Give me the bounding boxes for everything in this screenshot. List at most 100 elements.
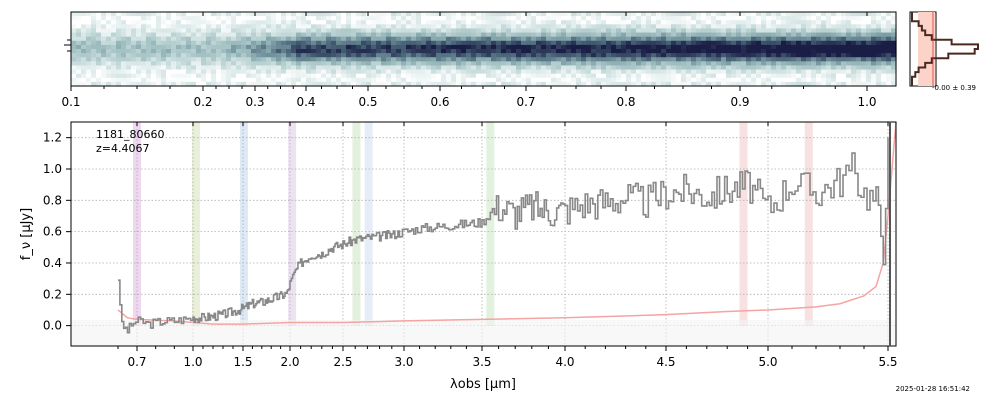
heatmap-cell	[521, 61, 527, 67]
heatmap-cell	[141, 16, 147, 21]
heatmap-cell	[426, 49, 432, 54]
heatmap-cell	[286, 24, 292, 30]
heatmap-cell	[576, 69, 582, 75]
heatmap-cell	[361, 57, 367, 62]
heatmap-cell	[601, 12, 607, 17]
heatmap-cell	[641, 28, 647, 34]
heatmap-cell	[406, 77, 412, 83]
heatmap-cell	[756, 40, 762, 46]
heatmap-cell	[181, 65, 187, 71]
heatmap-cell	[271, 61, 277, 67]
heatmap-cell	[681, 36, 687, 42]
heatmap-cell	[526, 44, 532, 50]
heatmap-cell	[691, 73, 697, 79]
heatmap-cell	[686, 57, 692, 62]
heatmap-cell	[851, 32, 857, 38]
heatmap-cell	[91, 61, 97, 67]
heatmap-cell	[366, 40, 372, 46]
heatmap-cell	[766, 77, 772, 83]
heatmap-cell	[581, 61, 587, 67]
heatmap-cell	[81, 77, 87, 83]
heatmap-cell	[841, 44, 847, 50]
heatmap-cell	[641, 44, 647, 50]
heatmap-cell	[596, 53, 602, 58]
heatmap-cell	[516, 53, 522, 58]
heatmap-cell	[741, 53, 747, 58]
heatmap-cell	[846, 77, 852, 83]
heatmap-cell	[101, 20, 107, 25]
heatmap-cell	[196, 36, 202, 42]
heatmap-cell	[651, 16, 657, 21]
heatmap-cell	[96, 20, 102, 25]
heatmap-cell	[341, 12, 347, 17]
heatmap-cell	[136, 73, 142, 79]
heatmap-cell	[611, 73, 617, 79]
heatmap-cell	[746, 77, 752, 83]
heatmap-cell	[886, 20, 892, 25]
heatmap-cell	[491, 49, 497, 54]
heatmap-cell	[351, 53, 357, 58]
heatmap-cell	[556, 57, 562, 62]
heatmap-cell	[441, 73, 447, 79]
heatmap-cell	[711, 81, 717, 87]
heatmap-cell	[831, 28, 837, 34]
heatmap-cell	[556, 40, 562, 46]
heatmap-cell	[106, 73, 112, 79]
heatmap-cell	[576, 65, 582, 71]
heatmap-cell	[376, 28, 382, 34]
heatmap-cell	[876, 32, 882, 38]
heatmap-cell	[556, 44, 562, 50]
heatmap-cell	[116, 44, 122, 50]
heatmap-cell	[771, 61, 777, 67]
heatmap-cell	[631, 28, 637, 34]
heatmap-cell	[151, 24, 157, 30]
heatmap-cell	[511, 57, 517, 62]
heatmap-cell	[526, 73, 532, 79]
heatmap-cell	[416, 44, 422, 50]
heatmap-cell	[321, 49, 327, 54]
heatmap-cell	[701, 44, 707, 50]
heatmap-cell	[401, 20, 407, 25]
heatmap-cell	[601, 49, 607, 54]
heatmap-cell	[716, 28, 722, 34]
heatmap-cell	[596, 40, 602, 46]
y-tick-label: 0.2	[43, 287, 62, 301]
heatmap-cell	[796, 77, 802, 83]
heatmap-cell	[786, 12, 792, 17]
heatmap-cell	[391, 77, 397, 83]
heatmap-cell	[726, 12, 732, 17]
heatmap-cell	[546, 49, 552, 54]
heatmap-cell	[561, 24, 567, 30]
heatmap-cell	[641, 40, 647, 46]
heatmap-cell	[481, 77, 487, 83]
y-tick-label: 1.2	[43, 131, 62, 145]
heatmap-cell	[296, 49, 302, 54]
heatmap-cell	[586, 40, 592, 46]
heatmap-cell	[636, 53, 642, 58]
heatmap-cell	[491, 77, 497, 83]
heatmap-cell	[356, 73, 362, 79]
heatmap-cell	[91, 53, 97, 58]
heatmap-cell	[656, 16, 662, 21]
heatmap-cell	[421, 61, 427, 67]
heatmap-cell	[886, 44, 892, 50]
y-tick-label: 0.8	[43, 193, 62, 207]
heatmap-cell	[551, 73, 557, 79]
heatmap-cell	[361, 81, 367, 87]
heatmap-cell	[251, 28, 257, 34]
heatmap-cell	[336, 20, 342, 25]
heatmap-cell	[701, 16, 707, 21]
heatmap-cell	[516, 16, 522, 21]
heatmap-cell	[536, 36, 542, 42]
heatmap-cell	[136, 40, 142, 46]
heatmap-cell	[331, 16, 337, 21]
heatmap-cell	[746, 69, 752, 75]
heatmap-cell	[326, 69, 332, 75]
heatmap-cell	[561, 61, 567, 67]
heatmap-cell	[696, 57, 702, 62]
heatmap-cell	[776, 57, 782, 62]
heatmap-cell	[156, 16, 162, 21]
heatmap-cell	[846, 61, 852, 67]
heatmap-cell	[496, 28, 502, 34]
heatmap-cell	[76, 12, 82, 17]
